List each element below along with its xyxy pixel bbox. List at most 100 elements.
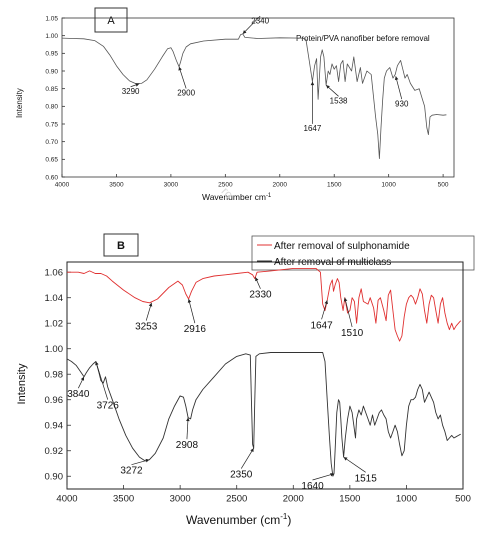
peak-label: 2908	[176, 440, 199, 451]
peak-label: 930	[395, 99, 409, 108]
annotation-arrowhead	[250, 448, 254, 453]
y-tick-label: 0.65	[45, 157, 58, 164]
annotation-arrowhead	[343, 457, 348, 461]
y-tick-label: 1.05	[45, 15, 58, 22]
panel-b-ylabel: Intensity	[16, 363, 28, 404]
annotation-arrow	[95, 361, 109, 400]
annotation-arrowhead	[394, 76, 399, 81]
panel-b-legend: After removal of sulphonamide After remo…	[251, 235, 475, 271]
y-tick-label: 0.75	[45, 121, 58, 128]
x-tick-label: 3500	[109, 182, 124, 189]
panel-b-plot: 4000 3500 3000 2500 2000 1500 1000 500 0.90 0.92 0…	[45, 261, 471, 505]
x-tick-label: 2500	[218, 182, 233, 189]
annotation-arrowhead	[95, 361, 99, 366]
annotation-arrowhead	[135, 83, 140, 87]
panel-b-letter-box	[103, 233, 139, 257]
x-tick-label: 3500	[113, 494, 134, 505]
annotation-arrowhead	[148, 302, 153, 307]
y-tick-label: 0.70	[45, 139, 58, 146]
peak-label: 3290	[122, 87, 140, 96]
y-tick-label: 0.85	[45, 86, 58, 93]
x-tick-label: 1500	[339, 494, 360, 505]
peak-label: 3253	[135, 322, 158, 333]
x-tick-label: 1000	[396, 494, 417, 505]
x-tick-label: 1000	[381, 182, 396, 189]
legend-label-sulphonamide: After removal of sulphonamide	[274, 241, 410, 252]
y-tick-label: 0.90	[45, 68, 58, 75]
y-tick-label: 1.04	[45, 293, 64, 304]
annotation-arrow	[188, 298, 196, 324]
panel-a-letter: A	[107, 15, 115, 27]
x-tick-label: 500	[455, 494, 471, 505]
y-tick-label: 1.00	[45, 344, 64, 355]
annotation-arrow	[186, 417, 189, 440]
x-tick-label: 500	[438, 182, 449, 189]
peak-label: 3726	[97, 401, 120, 412]
annotation-arrowhead	[178, 66, 182, 71]
series-line-0	[67, 267, 462, 342]
annotation-arrow	[178, 66, 187, 89]
annotation-arrowhead	[242, 30, 247, 34]
series-line-0	[61, 33, 447, 159]
chart-panel-a: A Protein/PVA nanofiber before removal 4…	[15, 7, 455, 202]
peak-label: 1515	[355, 473, 378, 484]
series-line-1	[66, 352, 461, 477]
annotation-arrowhead	[187, 298, 192, 303]
annotation-arrow	[344, 297, 353, 328]
annotation-arrowhead	[255, 277, 259, 282]
panel-a-letter-box	[94, 7, 128, 33]
annotation-arrow	[240, 448, 254, 469]
legend-box	[251, 235, 475, 271]
panel-a-plot: 4000 3500 3000 2500 2000 1500 1000 500 0.60 0.65 0…	[45, 15, 455, 189]
annotation-arrowhead	[330, 472, 335, 477]
legend-label-multiclass: After removal of multiclass	[274, 257, 391, 268]
annotation-arrow	[78, 376, 85, 389]
peak-label: 1510	[341, 328, 364, 339]
x-tick-label: 3000	[170, 494, 191, 505]
annotation-arrowhead	[145, 458, 150, 463]
annotation-arrow	[145, 302, 152, 321]
peak-label: 1647	[310, 320, 333, 331]
annotation-arrow	[343, 456, 366, 473]
annotation-arrow	[255, 277, 261, 289]
y-tick-label: 0.95	[45, 51, 58, 58]
peak-label: 1640	[301, 481, 324, 492]
annotation-arrow	[321, 300, 328, 320]
plot-frame	[66, 261, 464, 490]
annotation-arrowhead	[80, 376, 85, 381]
x-tick-label: 2500	[226, 494, 247, 505]
x-tick-label: 4000	[56, 494, 77, 505]
peak-label: 3272	[120, 466, 143, 477]
panel-a-legend: Protein/PVA nanofiber before removal	[296, 34, 430, 43]
peak-label: 2340	[251, 16, 269, 25]
annotation-arrow	[242, 15, 261, 35]
panel-a-xlabel: Wavenumber cm-1	[202, 192, 272, 202]
annotation-arrow	[131, 459, 150, 466]
y-tick-label: 1.02	[45, 319, 64, 330]
peak-label: 2900	[177, 89, 195, 98]
annotation-arrow	[395, 76, 403, 100]
peak-label: 1647	[304, 124, 322, 133]
peak-label: 2330	[249, 290, 272, 301]
peak-label: 1538	[330, 97, 348, 106]
y-tick-label: 0.94	[45, 421, 64, 432]
annotation-arrow	[312, 473, 335, 481]
y-tick-label: 1.00	[45, 33, 58, 40]
y-tick-label: 0.60	[45, 174, 58, 181]
panel-b-letter: B	[117, 240, 125, 252]
x-tick-label: 4000	[55, 182, 70, 189]
y-tick-label: 0.96	[45, 395, 64, 406]
y-tick-label: 0.90	[45, 472, 64, 483]
peak-label: 3840	[67, 389, 90, 400]
annotation-arrowhead	[343, 297, 348, 302]
annotation-arrowhead	[324, 300, 328, 305]
y-tick-label: 0.92	[45, 446, 64, 457]
x-tick-label: 1500	[327, 182, 342, 189]
peak-label: 2350	[230, 470, 253, 481]
x-tick-label: 3000	[164, 182, 179, 189]
annotation-arrowhead	[326, 85, 330, 89]
y-tick-label: 0.80	[45, 104, 58, 111]
y-tick-label: 0.98	[45, 370, 64, 381]
annotation-arrowhead	[310, 81, 315, 86]
annotation-arrowhead	[186, 417, 190, 422]
